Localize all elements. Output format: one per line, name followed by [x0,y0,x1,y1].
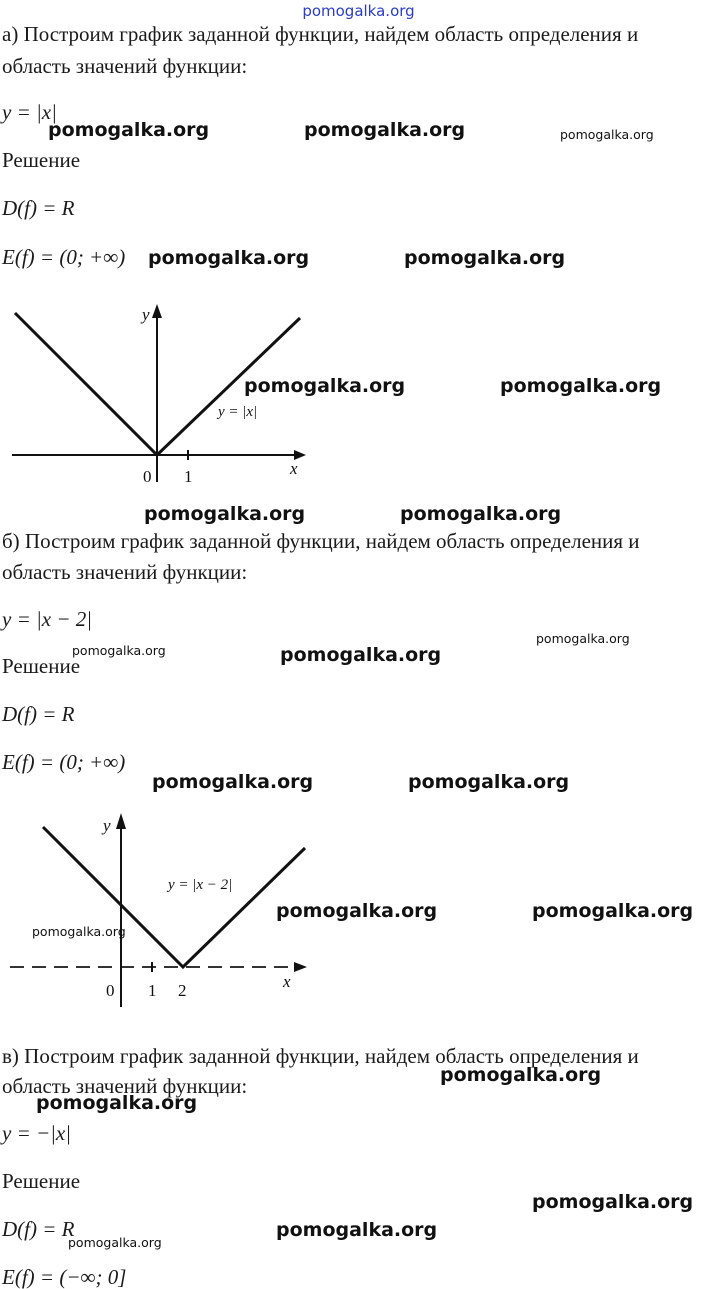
watermark: pomogalka.org [276,1219,438,1241]
part-a-domain: D(f) = R [2,196,75,220]
part-a-intro-line2: область значений функции: [2,54,248,78]
y-axis-label: y [101,816,111,835]
watermark: pomogalka.org [32,924,126,939]
part-c-function: y = −|x| [2,1121,72,1145]
graph-label: y = |x| [216,404,257,420]
graph-label: y = |x − 2| [166,877,232,893]
watermark: pomogalka.org [400,503,562,525]
part-c-intro-line1: в) Построим график заданной функции, най… [2,1044,639,1068]
graph-abs-x: y = |x| y x 0 1 [12,304,306,486]
x-axis-arrow-icon [294,962,307,972]
part-c-domain: D(f) = R [2,1217,75,1241]
graph-abs-x-minus-2: y = |x − 2| y x 0 1 2 [10,813,307,1007]
watermark: pomogalka.org [536,631,630,646]
part-a-function: y = |x| [2,100,57,124]
part-b-range: E(f) = (0; +∞) [2,750,126,774]
watermark: pomogalka.org [148,247,310,269]
part-b-intro-line2: область значений функции: [2,560,248,584]
watermark: pomogalka.org [532,1191,694,1213]
function-line [13,311,302,458]
x-axis-label: x [282,972,291,991]
watermark: pomogalka.org [500,375,662,397]
part-b-intro-line1: б) Построим график заданной функции, най… [2,529,640,553]
watermark: pomogalka.org [276,900,438,922]
watermark: pomogalka.org [440,1064,602,1086]
tick-label-1: 1 [184,467,193,486]
part-b-function: y = |x − 2| [2,607,93,631]
y-axis-arrow-icon [152,304,162,318]
part-a-solution-label: Решение [2,148,81,172]
tick-label-2: 2 [178,981,187,1000]
header-watermark[interactable]: pomogalka.org [302,2,415,20]
watermark: pomogalka.org [532,900,694,922]
watermark: pomogalka.org [36,1092,198,1114]
x-axis-arrow-icon [294,450,306,460]
y-axis-arrow-icon [116,813,126,829]
y-axis-label: y [140,305,150,324]
watermark: pomogalka.org [144,503,306,525]
part-c-range: E(f) = (−∞; 0] [2,1265,127,1289]
watermark: pomogalka.org [152,771,314,793]
part-b-domain: D(f) = R [2,702,75,726]
tick-label-0: 0 [143,467,152,486]
watermark: pomogalka.org [48,119,210,141]
part-a-range: E(f) = (0; +∞) [2,245,126,269]
watermark: pomogalka.org [408,771,570,793]
watermark: pomogalka.org [304,119,466,141]
watermark: pomogalka.org [244,375,406,397]
tick-label-1: 1 [148,981,157,1000]
watermark: pomogalka.org [280,644,442,666]
part-c-solution-label: Решение [2,1169,81,1193]
part-a-intro-line1: а) Построим график заданной функции, най… [2,22,639,46]
watermark: pomogalka.org [560,127,654,142]
part-c-intro-line2: область значений функции: [2,1074,248,1098]
watermark: pomogalka.org [72,643,166,658]
x-axis-label: x [289,459,298,478]
part-b-solution-label: Решение [2,654,81,678]
watermark: pomogalka.org [404,247,566,269]
function-line [41,825,307,970]
watermark: pomogalka.org [68,1235,162,1250]
tick-label-0: 0 [106,981,115,1000]
